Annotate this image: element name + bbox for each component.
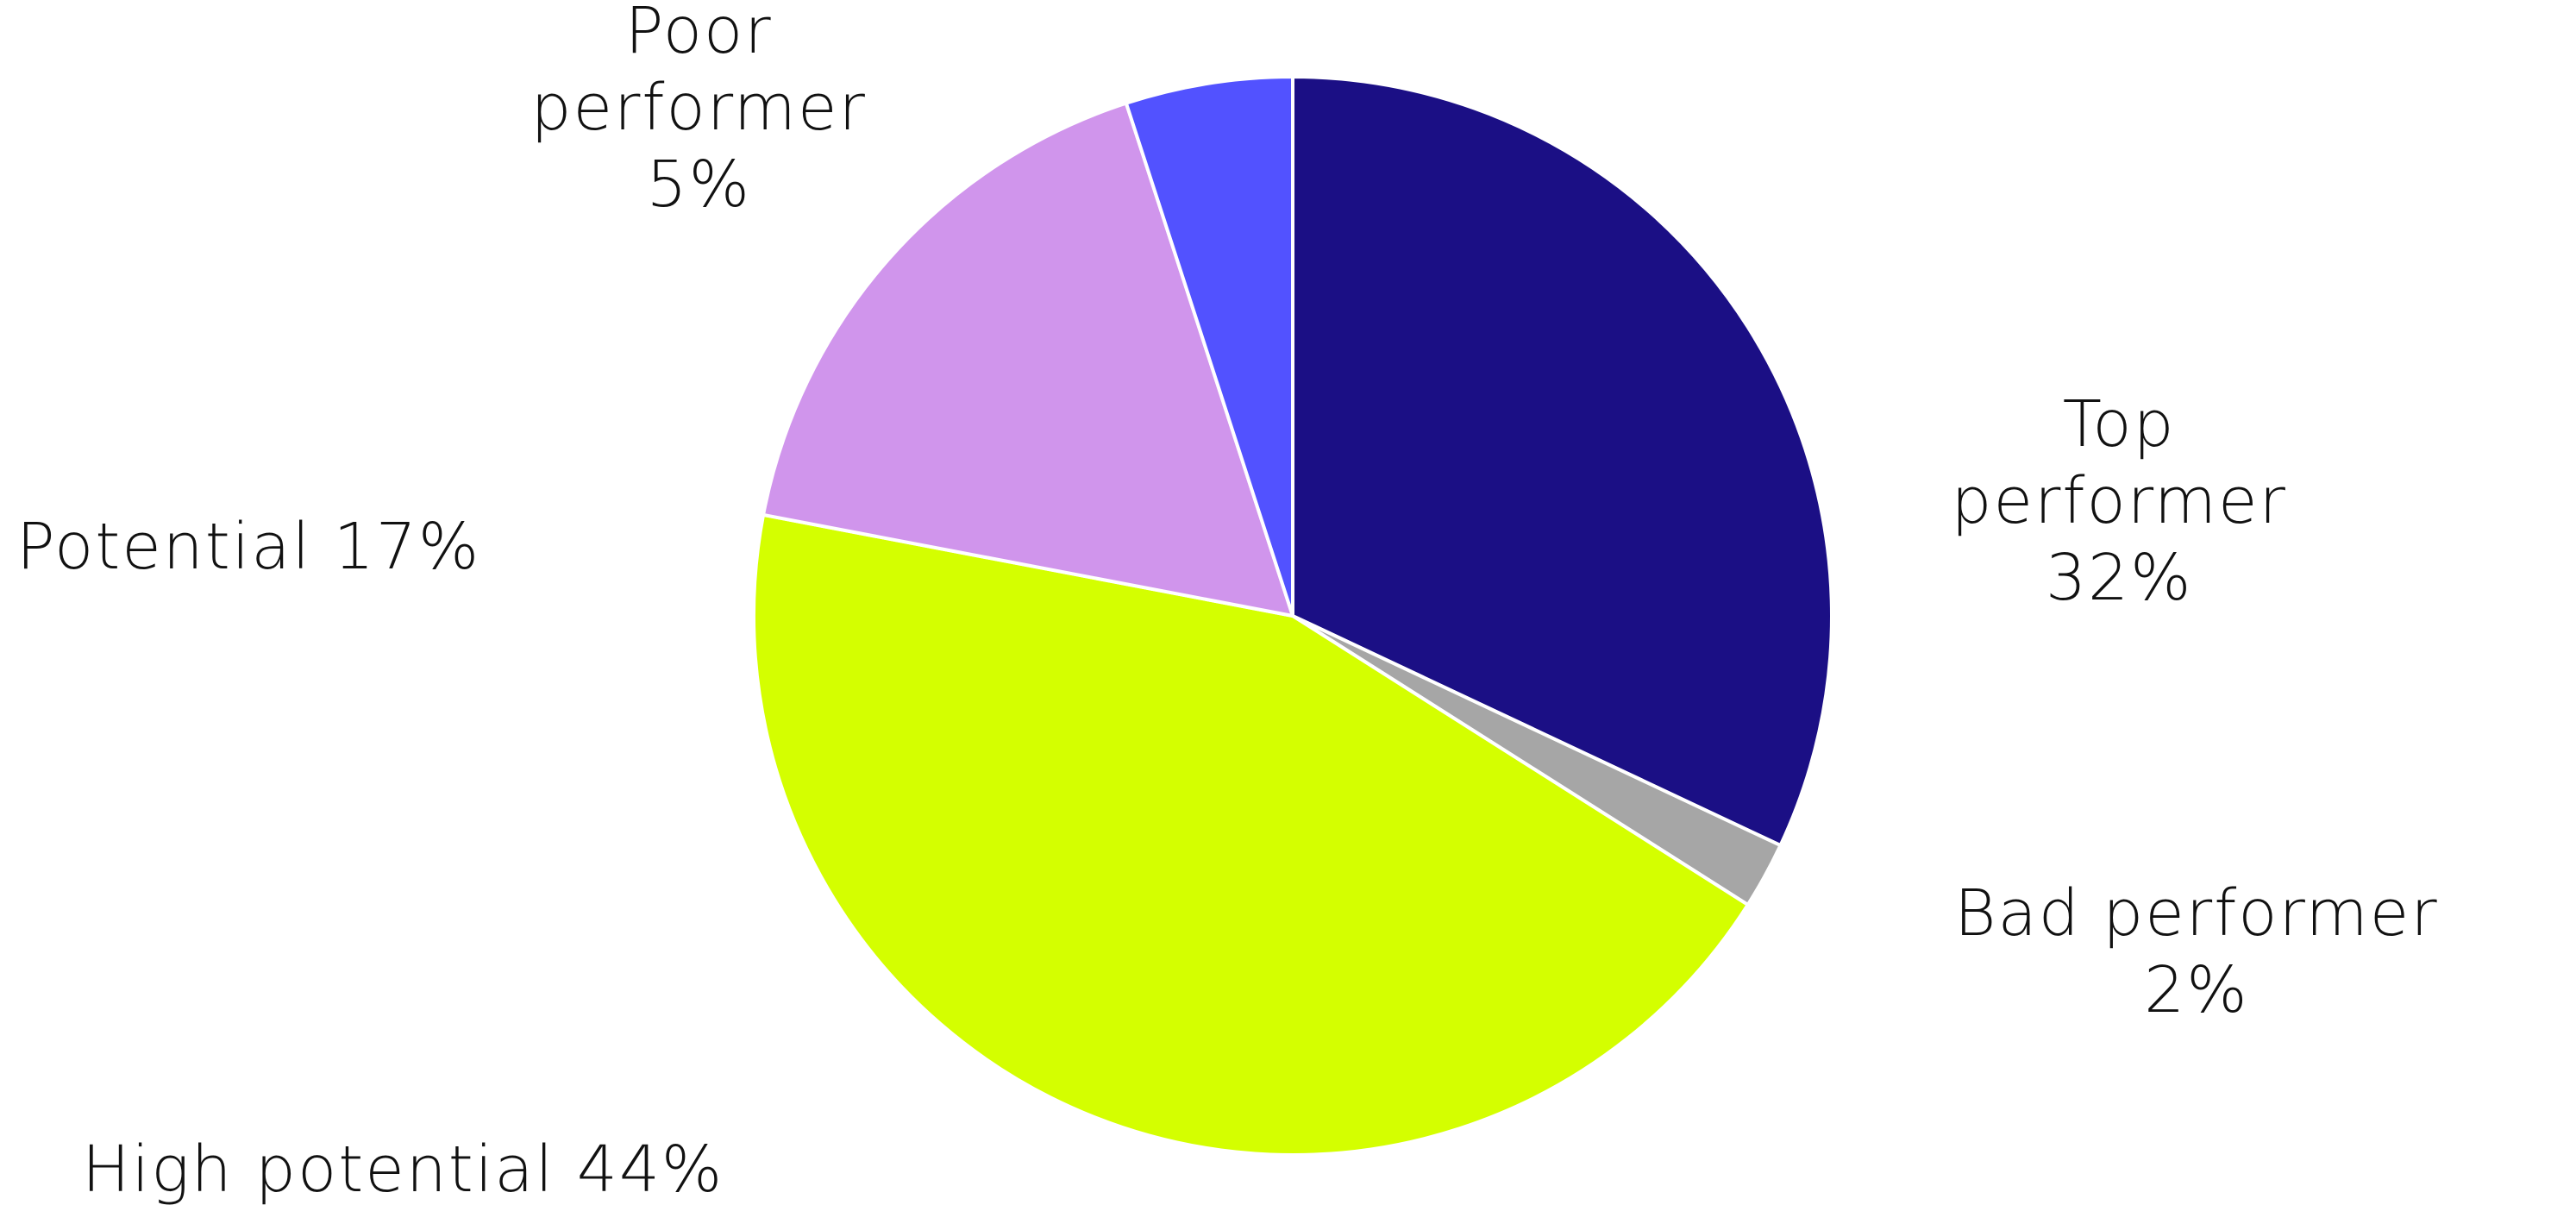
pie-slice (1291, 75, 1833, 848)
category-label: High potential (82, 1132, 555, 1205)
slice-label: Poor performer 5% (531, 0, 867, 223)
slice-label: Top performer 32% (1952, 386, 2287, 616)
pie-slice (762, 101, 1294, 618)
slice-label: Bad performer 2% (1954, 876, 2439, 1029)
value-label: 32% (2045, 540, 2193, 615)
category-label: Bad performer (1954, 876, 2439, 951)
value-label: 44% (576, 1132, 724, 1205)
value-label: 17% (333, 509, 481, 584)
slice-label: High potential 44% (82, 1132, 724, 1205)
category-label: Potential (16, 509, 312, 584)
pie-slice (1124, 75, 1294, 618)
category-label: Top performer (1951, 387, 2287, 538)
pie-slice (752, 512, 1750, 1157)
value-label: 5% (646, 147, 751, 222)
category-label: Poor performer (530, 0, 867, 145)
slice-label: Potential 17% (16, 509, 480, 586)
value-label: 2% (2144, 952, 2249, 1027)
